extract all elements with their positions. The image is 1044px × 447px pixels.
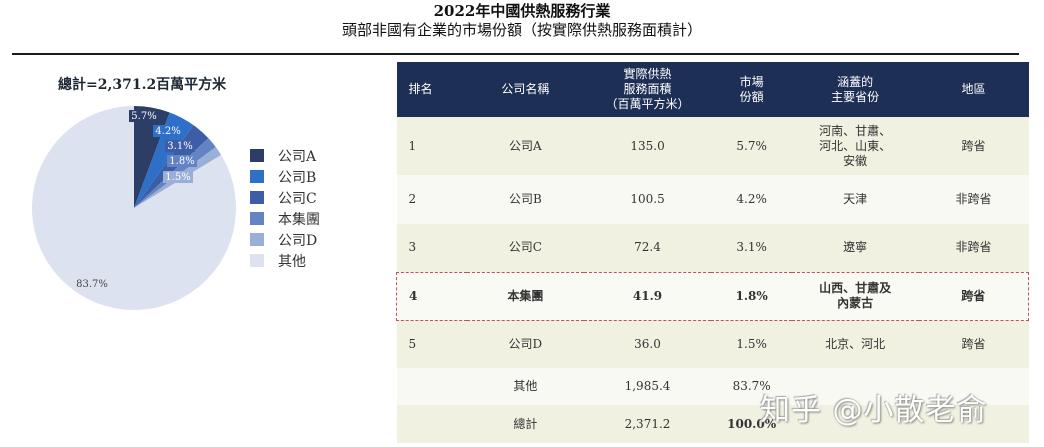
column-header: 公司名稱: [467, 62, 584, 117]
region-cell: 非跨省: [918, 224, 1029, 272]
table-row: 其他 1,985.4 83.7%: [396, 368, 1029, 405]
legend-item: 公司A: [250, 145, 320, 166]
legend-swatch: [250, 191, 264, 204]
provinces-cell: [791, 368, 919, 405]
legend-item: 公司D: [250, 229, 320, 250]
area-cell: 1,985.4: [583, 368, 712, 405]
region-cell: [918, 368, 1029, 405]
share-cell: 3.1%: [711, 224, 792, 272]
area-cell: 72.4: [583, 224, 712, 272]
legend-swatch: [250, 212, 264, 225]
table-row: 2 公司B 100.5 4.2% 天津 非跨省: [396, 175, 1029, 224]
legend-swatch: [250, 170, 264, 183]
table-row: 總計 2,371.2 100.0%: [396, 405, 1029, 443]
region-cell: 跨省: [918, 320, 1029, 368]
column-header: 實際供熱 服務面積 （百萬平方米）: [583, 62, 712, 117]
column-header: 地區: [918, 62, 1029, 117]
chart-title: 2022年中國供熱服務行業 頭部非國有企業的市場份額（按實際供熱服務面積計）: [0, 2, 1044, 40]
table-header-row: 排名 公司名稱 實際供熱 服務面積 （百萬平方米） 市場 份額 涵蓋的 主要省份 地區: [396, 62, 1029, 117]
column-header: 涵蓋的 主要省份: [791, 62, 919, 117]
area-cell: 2,371.2: [583, 405, 712, 443]
region-cell: [918, 405, 1029, 443]
table-row: 3 公司C 72.4 3.1% 遼寧 非跨省: [396, 224, 1029, 272]
legend-label: 公司D: [278, 232, 318, 249]
market-share-table: 排名 公司名稱 實際供熱 服務面積 （百萬平方米） 市場 份額 涵蓋的 主要省份 地區 1 公司A 1…: [396, 62, 1029, 443]
legend-label: 公司B: [278, 169, 317, 186]
company-cell: 總計: [467, 405, 584, 443]
rank-cell: 4: [396, 271, 468, 321]
share-cell: 5.7%: [711, 117, 792, 175]
share-cell: 1.8%: [711, 271, 792, 321]
table-row: 4 本集團 41.9 1.8% 山西、甘肅及 內蒙古 跨省: [396, 271, 1029, 321]
area-cell: 36.0: [583, 320, 712, 368]
company-cell: 公司B: [467, 175, 584, 224]
pie-slice-5: [31, 106, 236, 310]
rank-cell: 3: [396, 224, 468, 272]
title-line-2: 頭部非國有企業的市場份額（按實際供熱服務面積計）: [341, 21, 702, 39]
column-header: 排名: [396, 62, 468, 117]
table-row: 1 公司A 135.0 5.7% 河南、甘肅、 河北、山東、 安徽 跨省: [396, 117, 1029, 175]
region-cell: 非跨省: [918, 175, 1029, 224]
legend-item: 公司C: [250, 187, 320, 208]
legend-swatch: [250, 254, 264, 267]
pie-chart: 5.7% 4.2% 3.1% 1.8% 1.5% 83.7%: [31, 106, 236, 310]
share-cell: 100.0%: [711, 405, 792, 443]
legend-label: 公司A: [278, 148, 317, 165]
legend-label: 公司C: [278, 190, 317, 207]
rank-cell: 2: [396, 175, 468, 224]
area-cell: 100.5: [583, 175, 712, 224]
share-cell: 1.5%: [711, 320, 792, 368]
legend-item: 公司B: [250, 166, 320, 187]
area-cell: 41.9: [583, 271, 712, 321]
column-header: 市場 份額: [711, 62, 792, 117]
share-cell: 4.2%: [711, 175, 792, 224]
table-row: 5 公司D 36.0 1.5% 北京、河北 跨省: [396, 320, 1029, 368]
title-divider: [12, 53, 1019, 55]
region-cell: 跨省: [918, 271, 1029, 321]
legend-label: 其他: [278, 253, 306, 270]
legend-label: 本集團: [278, 211, 320, 228]
provinces-cell: 河南、甘肅、 河北、山東、 安徽: [791, 117, 919, 175]
pie-slice-label: 1.5%: [165, 172, 190, 183]
pie-slice-label: 4.2%: [155, 126, 180, 137]
company-cell: 公司D: [467, 320, 584, 368]
company-cell: 其他: [467, 368, 584, 405]
rank-cell: [396, 368, 468, 405]
share-cell: 83.7%: [711, 368, 792, 405]
watermark: 知乎 @小散老俞: [760, 393, 988, 428]
legend-item: 本集團: [250, 208, 320, 229]
title-line-1: 2022年中國供熱服務行業: [433, 2, 611, 20]
pie-total-label: 總計=2,371.2百萬平方米: [58, 77, 227, 93]
company-cell: 公司A: [467, 117, 584, 175]
provinces-cell: 山西、甘肅及 內蒙古: [791, 271, 919, 321]
provinces-cell: 北京、河北: [791, 320, 919, 368]
company-cell: 本集團: [467, 271, 584, 321]
rank-cell: 5: [396, 320, 468, 368]
legend-item: 其他: [250, 250, 320, 271]
provinces-cell: [791, 405, 919, 443]
provinces-cell: 天津: [791, 175, 919, 224]
area-cell: 135.0: [583, 117, 712, 175]
pie-slice-label: 1.8%: [169, 156, 194, 167]
rank-cell: [396, 405, 468, 443]
region-cell: 跨省: [918, 117, 1029, 175]
legend-swatch: [250, 149, 264, 162]
pie-slice-label: 5.7%: [131, 111, 156, 122]
provinces-cell: 遼寧: [791, 224, 919, 272]
rank-cell: 1: [396, 117, 468, 175]
pie-legend: 公司A 公司B 公司C 本集團公司D 其他: [250, 145, 320, 271]
legend-swatch: [250, 233, 264, 246]
pie-slice-label: 83.7%: [76, 279, 108, 290]
company-cell: 公司C: [467, 224, 584, 272]
pie-slice-label: 3.1%: [167, 141, 192, 152]
